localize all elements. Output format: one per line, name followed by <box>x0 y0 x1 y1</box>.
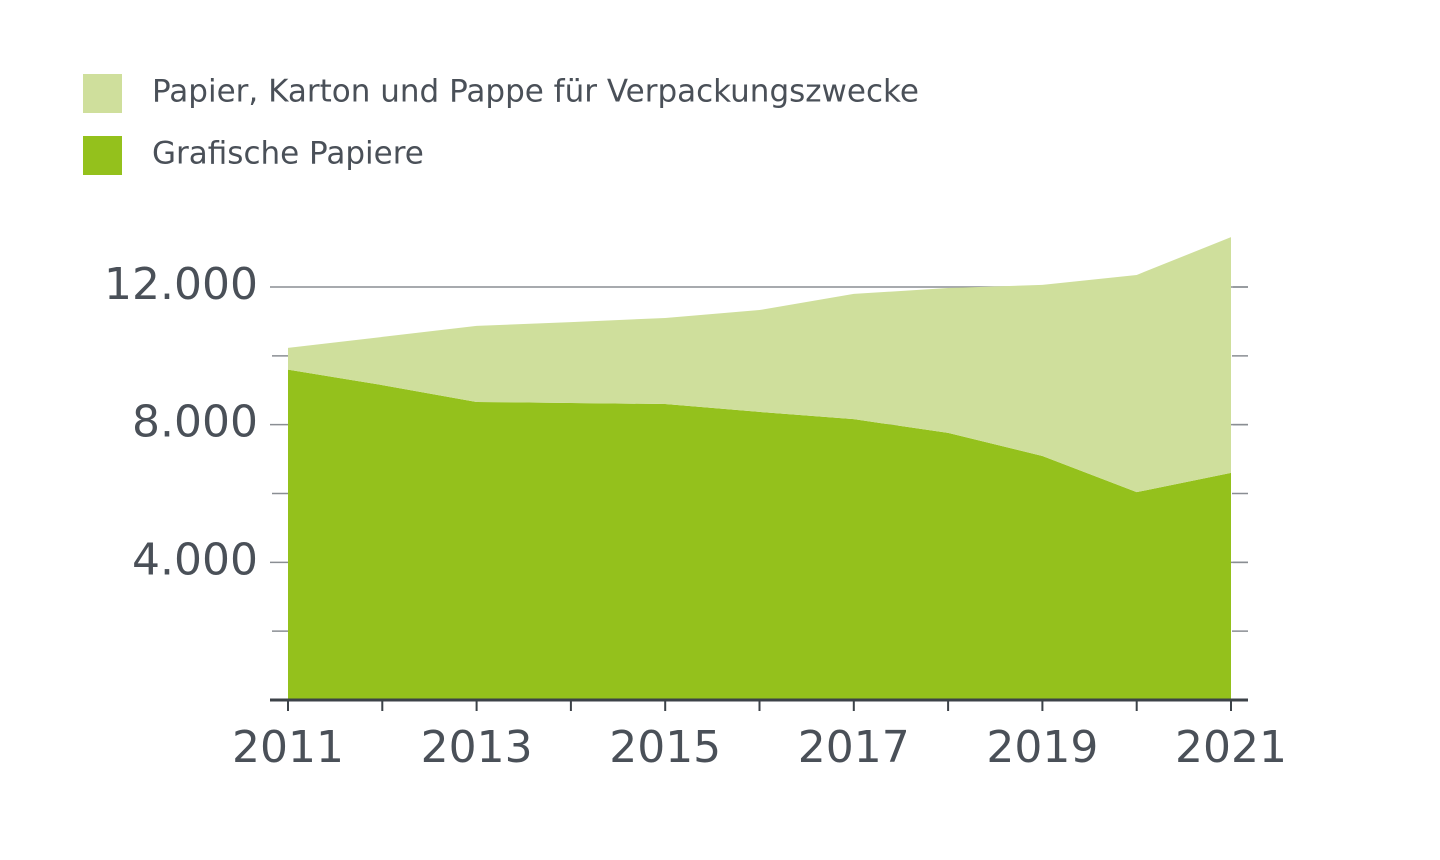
legend-label: Papier, Karton und Pappe für Verpackungs… <box>152 74 919 110</box>
x-tick-label: 2013 <box>421 722 533 773</box>
y-tick-label: 12.000 <box>104 259 258 310</box>
area <box>288 369 1231 700</box>
area <box>288 237 1231 493</box>
x-tick-label: 2021 <box>1175 722 1287 773</box>
legend-swatch <box>83 74 122 113</box>
x-tick-label: 2015 <box>609 722 721 773</box>
legend-label: Grafische Papiere <box>152 136 424 172</box>
x-tick-label: 2019 <box>986 722 1098 773</box>
y-tick-label: 4.000 <box>132 534 258 585</box>
x-tick-label: 2017 <box>798 722 910 773</box>
x-tick-label: 2011 <box>232 722 344 773</box>
legend-swatch <box>83 136 122 175</box>
y-tick-label: 8.000 <box>132 397 258 448</box>
